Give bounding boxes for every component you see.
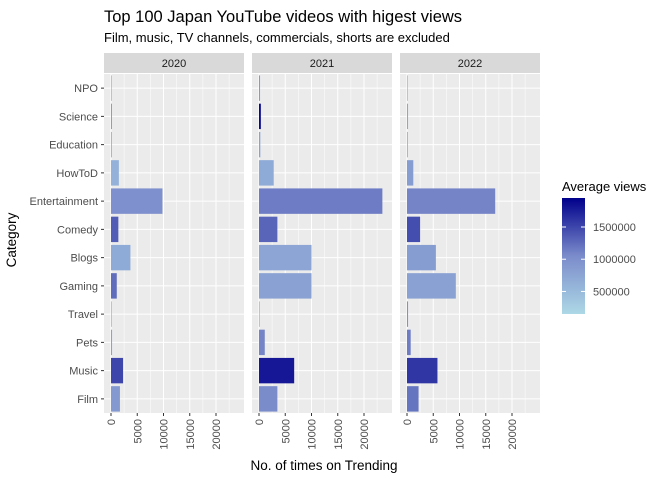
bar-howtod-2021 xyxy=(259,160,274,186)
x-tick-label: 10000 xyxy=(307,419,319,450)
bar-music-2020 xyxy=(111,357,124,384)
legend-tick-label: 1000000 xyxy=(593,254,636,266)
facet-strip-label: 2021 xyxy=(310,58,334,70)
y-tick-label: Blogs xyxy=(70,253,98,265)
x-tick-label: 10000 xyxy=(159,419,171,450)
bar-film-2020 xyxy=(111,386,120,412)
x-tick-label: 15000 xyxy=(185,419,197,450)
x-tick-label: 5000 xyxy=(132,419,144,443)
bar-howtod-2022 xyxy=(407,160,414,186)
x-tick-label: 10000 xyxy=(455,419,467,450)
bar-education-2020 xyxy=(111,131,112,158)
bar-science-2020 xyxy=(111,103,112,130)
chart-title: Top 100 Japan YouTube videos with higest… xyxy=(104,8,462,26)
bar-travel-2021 xyxy=(259,301,260,327)
x-tick-label: 5000 xyxy=(428,419,440,443)
facet-2022: 2022 0 5000 10000 15000 20000 xyxy=(400,53,540,450)
y-tick-label: Film xyxy=(77,394,98,406)
y-tick-label: Gaming xyxy=(59,281,98,293)
bar-film-2022 xyxy=(407,386,419,412)
bar-comedy-2022 xyxy=(407,216,421,243)
bar-blogs-2020 xyxy=(111,244,131,271)
bar-gaming-2021 xyxy=(259,273,312,299)
bar-entertainment-2022 xyxy=(407,188,496,214)
x-tick-label: 0 xyxy=(106,419,118,425)
panel-background xyxy=(252,74,392,413)
bar-gaming-2022 xyxy=(407,273,456,299)
bar-blogs-2022 xyxy=(407,244,436,271)
y-tick-label: Entertainment xyxy=(30,196,98,208)
bar-howtod-2020 xyxy=(111,160,119,186)
facet-strip xyxy=(252,53,392,73)
bar-music-2022 xyxy=(407,357,438,384)
y-tick-label: Science xyxy=(59,111,98,123)
bar-comedy-2020 xyxy=(111,216,119,243)
facet-panels: 2020 0 5000 10000 15000 20000 2021 0 5000 10000 15… xyxy=(104,53,540,450)
chart-subtitle: Film, music, TV channels, commercials, s… xyxy=(104,30,450,45)
y-axis-title: Category xyxy=(4,212,19,267)
bar-film-2021 xyxy=(259,386,278,412)
x-tick-label: 15000 xyxy=(481,419,493,450)
bar-gaming-2020 xyxy=(111,273,117,299)
y-tick-label: HowToD xyxy=(56,168,98,180)
legend-colorbar xyxy=(562,198,585,314)
bar-entertainment-2021 xyxy=(259,188,383,214)
bar-pets-2022 xyxy=(407,329,411,356)
x-tick-label: 5000 xyxy=(280,419,292,443)
x-axis-title: No. of times on Trending xyxy=(250,458,397,473)
y-tick-label: Travel xyxy=(68,309,98,321)
bar-travel-2020 xyxy=(111,301,112,327)
x-tick-label: 0 xyxy=(402,419,414,425)
legend: Average views 500000 1000000 1500000 xyxy=(562,179,647,314)
facet-2021: 2021 0 5000 10000 15000 20000 xyxy=(252,53,392,450)
bar-entertainment-2020 xyxy=(111,188,163,214)
y-tick-label: Education xyxy=(49,140,98,152)
bar-npo-2022 xyxy=(407,75,408,101)
y-tick-label: Music xyxy=(69,366,98,378)
legend-tick-label: 1500000 xyxy=(593,222,636,234)
legend-title: Average views xyxy=(562,179,647,194)
x-tick-label: 20000 xyxy=(359,419,371,450)
y-tick-label: Comedy xyxy=(57,224,98,236)
bar-science-2022 xyxy=(407,103,409,130)
bar-pets-2020 xyxy=(111,329,113,356)
facet-2020: 2020 0 5000 10000 15000 20000 xyxy=(104,53,244,450)
bar-npo-2021 xyxy=(259,75,261,101)
legend-tick-label: 500000 xyxy=(593,286,630,298)
x-tick-label: 15000 xyxy=(333,419,345,450)
facet-strip-label: 2020 xyxy=(162,58,186,70)
x-tick-label: 0 xyxy=(254,419,266,425)
x-tick-label: 20000 xyxy=(211,419,223,450)
y-tick-label: NPO xyxy=(74,83,98,95)
x-tick-label: 20000 xyxy=(507,419,519,450)
panel-background xyxy=(104,74,244,413)
bar-education-2022 xyxy=(407,131,408,158)
facet-strip xyxy=(400,53,540,73)
facet-strip xyxy=(104,53,244,73)
y-tick-label: Pets xyxy=(76,337,99,349)
y-axis: NPO Science Education HowToD Entertainment Co… xyxy=(30,83,104,406)
panel-background xyxy=(400,74,540,413)
bar-comedy-2021 xyxy=(259,216,278,243)
bar-pets-2021 xyxy=(259,329,265,356)
bar-music-2021 xyxy=(259,357,295,384)
bar-education-2021 xyxy=(259,131,261,158)
bar-blogs-2021 xyxy=(259,244,312,271)
bar-science-2021 xyxy=(259,103,261,130)
facet-strip-label: 2022 xyxy=(458,58,482,70)
bar-npo-2020 xyxy=(111,75,112,101)
bar-travel-2022 xyxy=(407,301,409,327)
